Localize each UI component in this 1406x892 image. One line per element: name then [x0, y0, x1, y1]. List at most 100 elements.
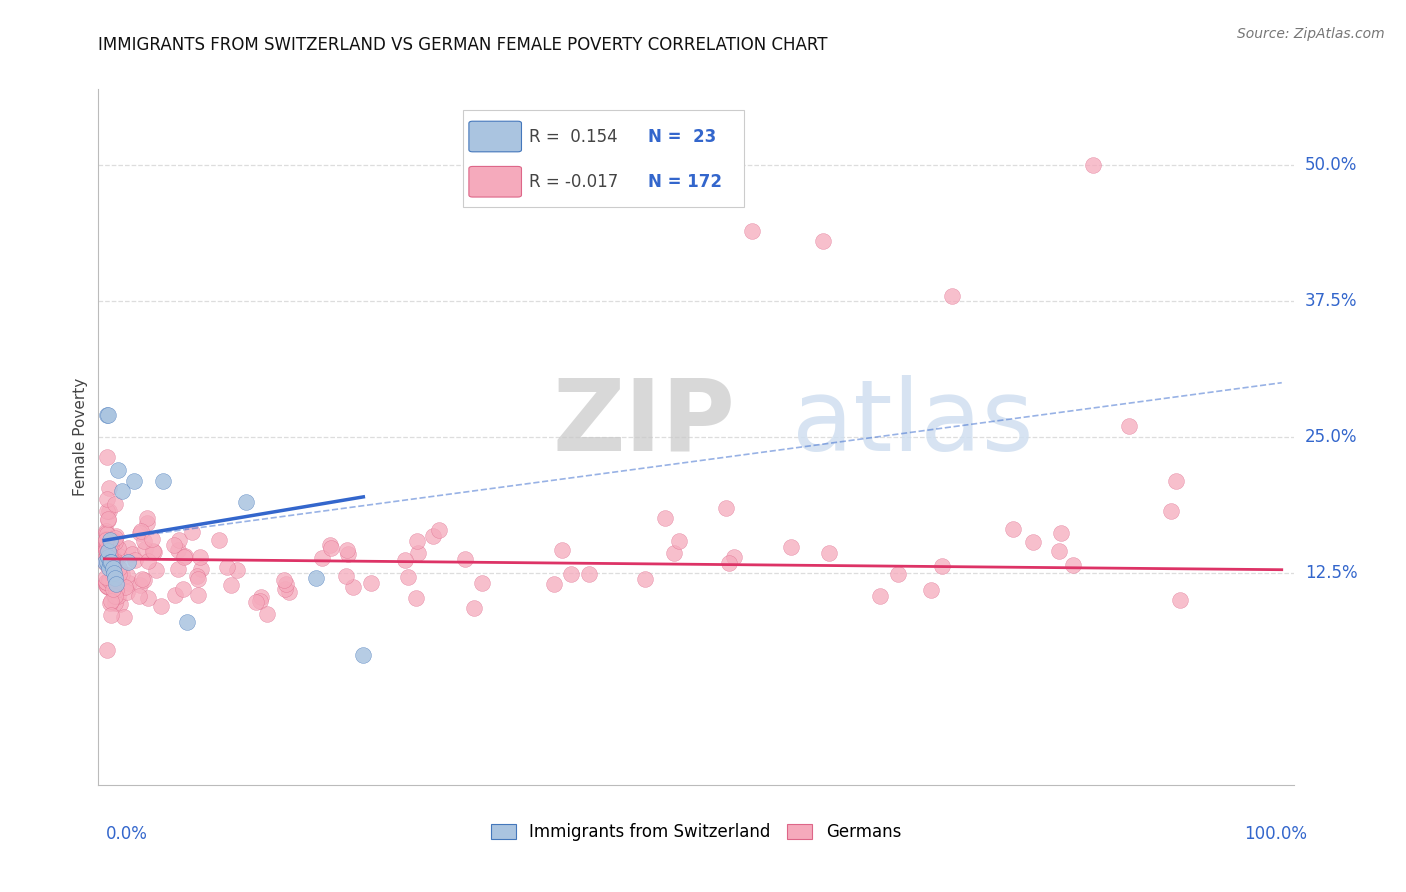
Point: [96, 542, 118, 557]
Text: N =  23: N = 23: [648, 128, 717, 145]
Point: [129, 524, 152, 538]
Point: [256, 607, 278, 621]
Point: [94, 574, 117, 589]
Point: [97, 573, 120, 587]
Point: [98, 504, 121, 518]
Point: [163, 588, 186, 602]
Point: [103, 555, 125, 569]
Point: [1118, 419, 1140, 434]
Point: [101, 566, 124, 580]
Point: [190, 562, 212, 576]
Point: [714, 500, 737, 515]
Point: [112, 610, 135, 624]
Point: [215, 560, 238, 574]
Point: [105, 577, 128, 591]
Point: [245, 595, 267, 609]
Point: [110, 567, 132, 582]
Text: R =  0.154: R = 0.154: [529, 128, 617, 145]
Point: [104, 589, 127, 603]
Point: [718, 556, 741, 570]
Point: [101, 550, 124, 565]
Point: [108, 567, 131, 582]
Point: [94, 576, 117, 591]
Point: [104, 529, 127, 543]
Point: [250, 590, 273, 604]
Point: [94, 574, 117, 589]
Point: [1049, 525, 1071, 540]
Point: [352, 648, 374, 662]
Point: [96, 643, 118, 657]
Point: [276, 577, 298, 591]
Point: [104, 498, 127, 512]
Point: [94, 558, 117, 572]
Point: [97, 540, 120, 554]
Point: [931, 558, 953, 573]
Point: [96, 512, 118, 526]
Point: [406, 546, 429, 560]
Point: [394, 553, 416, 567]
Point: [187, 588, 209, 602]
Point: [103, 566, 125, 580]
Point: [1168, 593, 1191, 607]
Point: [101, 576, 124, 591]
Point: [94, 525, 117, 540]
Point: [811, 235, 834, 249]
Point: [134, 534, 156, 549]
Point: [321, 541, 343, 555]
Point: [578, 567, 600, 582]
Point: [97, 547, 120, 561]
Point: [131, 572, 153, 586]
Text: atlas: atlas: [792, 375, 1033, 472]
Point: [167, 542, 190, 557]
Point: [274, 582, 297, 596]
Point: [98, 555, 121, 569]
Point: [100, 608, 122, 623]
Point: [173, 550, 195, 565]
Point: [122, 474, 145, 488]
Point: [117, 555, 139, 569]
Point: [887, 567, 910, 582]
Point: [98, 596, 121, 610]
Text: 50.0%: 50.0%: [1305, 156, 1357, 174]
Point: [1083, 158, 1105, 172]
Point: [100, 555, 122, 569]
Point: [779, 540, 801, 554]
Text: 37.5%: 37.5%: [1305, 293, 1357, 310]
Point: [187, 572, 209, 586]
Point: [107, 541, 129, 556]
Text: 100.0%: 100.0%: [1244, 825, 1308, 843]
Point: [723, 549, 745, 564]
Point: [226, 563, 249, 577]
Point: [141, 533, 163, 547]
Point: [97, 558, 120, 573]
Point: [142, 544, 165, 558]
Point: [94, 570, 117, 584]
Text: 12.5%: 12.5%: [1305, 564, 1357, 582]
Text: IMMIGRANTS FROM SWITZERLAND VS GERMAN FEMALE POVERTY CORRELATION CHART: IMMIGRANTS FROM SWITZERLAND VS GERMAN FE…: [98, 36, 828, 54]
Point: [108, 549, 131, 563]
Point: [1001, 522, 1024, 536]
Point: [115, 568, 138, 582]
Point: [463, 601, 485, 615]
Point: [101, 574, 124, 588]
Point: [103, 533, 125, 547]
Point: [108, 598, 131, 612]
Point: [249, 593, 271, 607]
Point: [104, 596, 127, 610]
Point: [273, 573, 295, 587]
Point: [136, 554, 159, 568]
Point: [104, 534, 127, 549]
Point: [97, 549, 120, 564]
Point: [180, 524, 202, 539]
Text: 0.0%: 0.0%: [105, 825, 148, 843]
Point: [817, 546, 839, 560]
FancyBboxPatch shape: [470, 167, 522, 197]
Point: [427, 523, 450, 537]
Point: [128, 589, 150, 603]
FancyBboxPatch shape: [470, 121, 522, 152]
Point: [96, 579, 118, 593]
Point: [186, 569, 208, 583]
Point: [335, 569, 357, 583]
Point: [921, 582, 943, 597]
Point: [101, 547, 124, 561]
